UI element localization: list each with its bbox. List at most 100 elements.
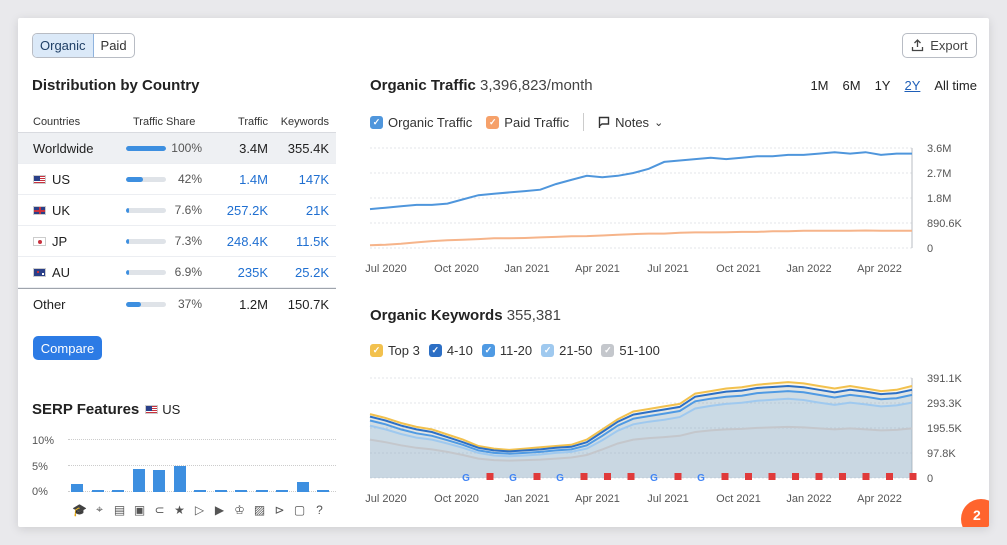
note-flag-marker xyxy=(815,473,823,480)
keywords-value: 355.4K xyxy=(287,140,329,156)
y-tick-label: 195.5K xyxy=(927,423,963,435)
organic-keywords-title: Organic Keywords 355,381 xyxy=(370,307,561,324)
serp-bar[interactable] xyxy=(255,489,268,492)
organic-traffic-title: Organic Traffic 3,396,823/month xyxy=(370,77,593,94)
traffic-share-bar xyxy=(126,207,166,213)
share-cell: 42% xyxy=(116,172,206,186)
keywords-value[interactable]: 25.2K xyxy=(295,264,329,280)
note-flag-marker xyxy=(627,473,635,480)
traffic-value[interactable]: 248.4K xyxy=(226,233,268,249)
uk-flag-icon xyxy=(33,205,46,215)
paid-traffic-checkbox[interactable]: ✓ Paid Traffic xyxy=(486,115,569,130)
picture-icon[interactable]: ▨ xyxy=(253,502,266,517)
link-icon[interactable]: ⊂ xyxy=(154,502,165,517)
note-flag-marker xyxy=(909,473,917,480)
traffic-value[interactable]: 235K xyxy=(237,264,268,280)
serp-bar[interactable] xyxy=(235,489,247,492)
organic-toggle-button[interactable]: Organic xyxy=(33,34,94,57)
paid-traffic-legend-label: Paid Traffic xyxy=(504,114,570,130)
serp-tick-0: 0% xyxy=(32,486,48,498)
keywords-legend-51-100[interactable]: ✓ 51-100 xyxy=(601,343,660,358)
google-update-marker: G xyxy=(509,473,517,484)
compare-button[interactable]: Compare xyxy=(33,336,102,360)
serp-bar[interactable] xyxy=(153,469,165,492)
comment-icon[interactable]: ▢ xyxy=(293,502,306,517)
star-icon[interactable]: ★ xyxy=(174,502,185,517)
video-icon[interactable]: ▶ xyxy=(214,502,225,517)
x-tick-label: Oct 2021 xyxy=(716,263,761,275)
question-icon[interactable]: ? xyxy=(316,502,323,517)
period-6m[interactable]: 6M xyxy=(842,78,861,93)
serp-bar[interactable] xyxy=(71,484,83,492)
note-flag-marker xyxy=(792,473,799,480)
document-icon[interactable]: ▤ xyxy=(113,502,126,517)
keywords-legend-label: 4-10 xyxy=(446,343,473,358)
note-flag-marker xyxy=(839,473,846,480)
period-all-time[interactable]: All time xyxy=(934,78,977,93)
play-circle-icon[interactable]: ⊳ xyxy=(274,502,285,517)
y-tick-label: 391.1K xyxy=(927,373,963,385)
graduation-cap-icon[interactable]: 🎓 xyxy=(72,502,87,517)
x-tick-label: Jul 2020 xyxy=(365,263,407,275)
organic-traffic-checkbox[interactable]: ✓ Organic Traffic xyxy=(370,115,472,130)
serp-bar[interactable] xyxy=(214,489,227,492)
export-button[interactable]: Export xyxy=(902,33,977,58)
chevron-down-icon: ⌄ xyxy=(654,116,664,129)
keywords-value[interactable]: 147K xyxy=(298,171,329,187)
country-row-jp[interactable]: JP 7.3% 248.4K 11.5K xyxy=(18,226,336,257)
note-flag-marker xyxy=(604,473,611,480)
keywords-legend-11-20[interactable]: ✓ 11-20 xyxy=(481,343,532,358)
keywords-legend-21-50[interactable]: ✓ 21-50 xyxy=(541,343,592,358)
keywords-legend-4-10[interactable]: ✓ 4-10 xyxy=(428,343,473,358)
distribution-title: Distribution by Country xyxy=(32,77,200,94)
keywords-legend-top-3[interactable]: ✓ Top 3 xyxy=(370,343,420,358)
period-1y[interactable]: 1Y xyxy=(874,78,891,93)
checkbox-checked-icon: ✓ xyxy=(486,115,500,129)
serp-gridline xyxy=(68,439,336,440)
play-icon[interactable]: ▷ xyxy=(194,502,205,517)
y-tick-label: 890.6K xyxy=(927,218,963,230)
country-row-uk[interactable]: UK 7.6% 257.2K 21K xyxy=(18,195,336,226)
paid-toggle-button[interactable]: Paid xyxy=(100,38,127,53)
google-update-marker: G xyxy=(556,473,564,484)
x-tick-label: Apr 2021 xyxy=(575,263,620,275)
serp-bar[interactable] xyxy=(276,489,288,492)
notes-dropdown[interactable]: Notes ⌄ xyxy=(598,115,663,130)
serp-bar[interactable] xyxy=(194,489,206,492)
country-row-worldwide[interactable]: Worldwide 100% 3.4M 355.4K xyxy=(18,133,336,164)
traffic-share-fill xyxy=(126,238,129,244)
period-selector: 1M 6M 1Y 2Y All time xyxy=(810,78,977,93)
jp-flag-icon xyxy=(33,236,46,246)
traffic-value[interactable]: 1.4M xyxy=(239,171,268,187)
traffic-value[interactable]: 257.2K xyxy=(226,202,268,218)
country-row-au[interactable]: AU 6.9% 235K 25.2K xyxy=(18,257,336,288)
share-cell: 100% xyxy=(116,141,206,155)
period-2y[interactable]: 2Y xyxy=(904,78,921,93)
x-tick-label: Oct 2021 xyxy=(716,493,761,505)
crown-icon[interactable]: ♔ xyxy=(234,502,245,517)
serp-gridline xyxy=(68,465,336,466)
notes-label: Notes xyxy=(615,114,650,130)
country-row-us[interactable]: US 42% 1.4M 147K xyxy=(18,164,336,195)
distribution-rows: Worldwide 100% 3.4M 355.4K US 42% 1.4M 147K UK 7.… xyxy=(18,133,336,319)
country-row-other[interactable]: Other 37% 1.2M 150.7K xyxy=(18,288,336,319)
serp-bar[interactable] xyxy=(91,489,104,492)
note-flag-marker xyxy=(486,473,494,480)
location-pin-icon[interactable]: ⌖ xyxy=(96,502,103,516)
serp-bar[interactable] xyxy=(173,466,186,492)
x-tick-label: Jul 2020 xyxy=(365,493,407,505)
serp-bar[interactable] xyxy=(132,469,145,492)
keywords-value[interactable]: 11.5K xyxy=(295,233,329,249)
distribution-table: Countries Traffic Share Traffic Keywords… xyxy=(18,111,336,319)
traffic-share-fill xyxy=(126,301,141,307)
traffic-share-bar xyxy=(126,176,166,182)
serp-bar[interactable] xyxy=(112,489,124,492)
image-icon[interactable]: ▣ xyxy=(133,502,146,517)
serp-bar[interactable] xyxy=(317,489,329,492)
serp-bar[interactable] xyxy=(296,481,309,492)
keywords-value[interactable]: 21K xyxy=(305,202,329,218)
keywords-legend-label: 21-50 xyxy=(559,343,593,358)
y-tick-label: 0 xyxy=(927,243,933,255)
period-1m[interactable]: 1M xyxy=(810,78,829,93)
serp-region[interactable]: US xyxy=(145,402,180,417)
